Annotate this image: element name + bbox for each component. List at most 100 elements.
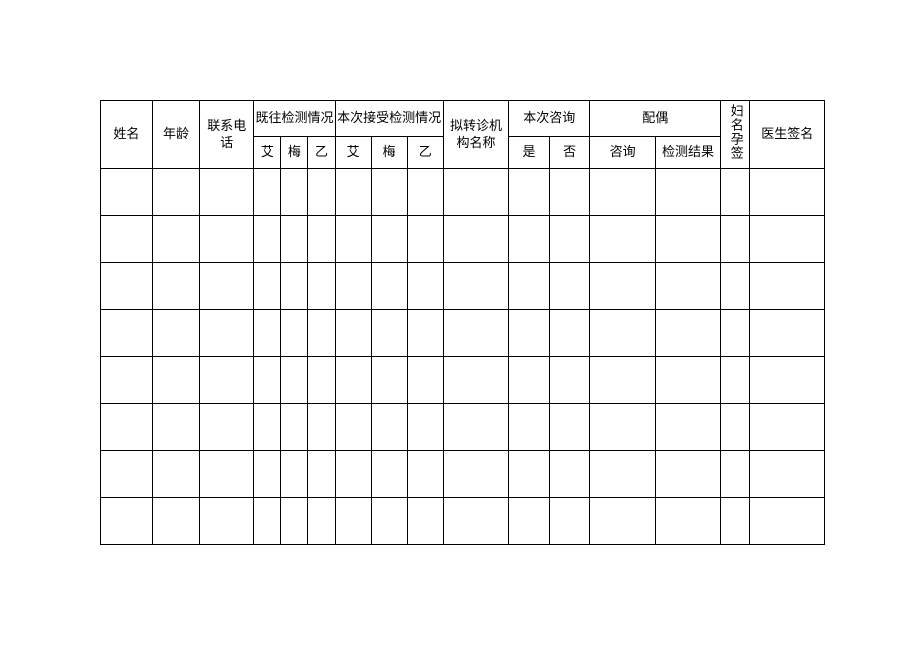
table-cell xyxy=(371,404,407,451)
table-cell xyxy=(254,451,281,498)
table-cell xyxy=(254,169,281,216)
table-cell xyxy=(443,263,508,310)
table-cell xyxy=(101,404,153,451)
table-cell xyxy=(254,357,281,404)
table-cell xyxy=(443,310,508,357)
table-cell xyxy=(335,404,371,451)
table-row xyxy=(101,498,825,545)
table-cell xyxy=(152,263,199,310)
table-row xyxy=(101,310,825,357)
table-cell xyxy=(655,169,720,216)
table-cell xyxy=(371,310,407,357)
table-cell xyxy=(443,169,508,216)
table-cell xyxy=(509,498,550,545)
table-cell xyxy=(308,357,335,404)
table-cell xyxy=(101,169,153,216)
col-spouse-consult: 咨询 xyxy=(590,137,655,169)
table-cell xyxy=(101,216,153,263)
table-cell xyxy=(655,263,720,310)
table-cell xyxy=(281,404,308,451)
table-cell xyxy=(590,169,655,216)
col-curr-ai: 艾 xyxy=(335,137,371,169)
table-cell xyxy=(549,263,590,310)
table-row xyxy=(101,263,825,310)
table-cell xyxy=(549,451,590,498)
table-cell xyxy=(200,498,254,545)
table-cell xyxy=(254,263,281,310)
table-cell xyxy=(509,310,550,357)
table-cell xyxy=(443,357,508,404)
col-curr-yi: 乙 xyxy=(407,137,443,169)
table-cell xyxy=(750,310,825,357)
table-cell xyxy=(721,310,750,357)
table-cell xyxy=(721,498,750,545)
table-cell xyxy=(152,216,199,263)
table-row xyxy=(101,404,825,451)
table-cell xyxy=(509,357,550,404)
table-cell xyxy=(281,498,308,545)
table-cell xyxy=(152,169,199,216)
table-cell xyxy=(590,263,655,310)
table-cell xyxy=(509,216,550,263)
table-cell xyxy=(308,451,335,498)
table-cell xyxy=(509,263,550,310)
table-cell xyxy=(549,404,590,451)
table-cell xyxy=(308,498,335,545)
table-cell xyxy=(308,263,335,310)
table-cell xyxy=(721,263,750,310)
table-cell xyxy=(281,263,308,310)
table-cell xyxy=(407,404,443,451)
col-pregnant-sign: 妇名孕签 xyxy=(721,101,750,169)
table-cell xyxy=(655,451,720,498)
table-cell xyxy=(281,216,308,263)
table-cell xyxy=(549,216,590,263)
table-cell xyxy=(590,451,655,498)
col-prev-yi: 乙 xyxy=(308,137,335,169)
table-cell xyxy=(152,310,199,357)
table-cell xyxy=(443,404,508,451)
table-cell xyxy=(407,498,443,545)
table-cell xyxy=(200,310,254,357)
table-cell xyxy=(407,310,443,357)
table-cell xyxy=(750,263,825,310)
table-cell xyxy=(655,404,720,451)
table-cell xyxy=(200,451,254,498)
table-cell xyxy=(152,451,199,498)
table-cell xyxy=(281,310,308,357)
table-cell xyxy=(200,216,254,263)
table-cell xyxy=(101,357,153,404)
table-cell xyxy=(655,216,720,263)
col-prev-mei: 梅 xyxy=(281,137,308,169)
table-cell xyxy=(407,263,443,310)
col-spouse-result: 检测结果 xyxy=(655,137,720,169)
table-cell xyxy=(254,216,281,263)
table-cell xyxy=(443,451,508,498)
table-cell xyxy=(750,216,825,263)
col-referral-org: 拟转诊机构名称 xyxy=(443,101,508,169)
table-cell xyxy=(281,357,308,404)
table-cell xyxy=(101,310,153,357)
table-cell xyxy=(549,357,590,404)
col-phone: 联系电话 xyxy=(200,101,254,169)
col-age: 年龄 xyxy=(152,101,199,169)
table-cell xyxy=(335,263,371,310)
table-cell xyxy=(254,498,281,545)
table-cell xyxy=(308,310,335,357)
table-cell xyxy=(549,498,590,545)
table-cell xyxy=(371,263,407,310)
table-cell xyxy=(721,451,750,498)
table-cell xyxy=(371,357,407,404)
table-cell xyxy=(335,357,371,404)
table-cell xyxy=(590,404,655,451)
table-cell xyxy=(549,169,590,216)
table-cell xyxy=(509,404,550,451)
table-cell xyxy=(152,498,199,545)
table-cell xyxy=(152,404,199,451)
table-cell xyxy=(590,498,655,545)
table-cell xyxy=(443,498,508,545)
table-cell xyxy=(200,169,254,216)
table-cell xyxy=(590,216,655,263)
header-row-1: 姓名 年龄 联系电话 既往检测情况 本次接受检测情况 拟转诊机构名称 本次咨询 … xyxy=(101,101,825,137)
table-cell xyxy=(407,357,443,404)
table-cell xyxy=(750,169,825,216)
